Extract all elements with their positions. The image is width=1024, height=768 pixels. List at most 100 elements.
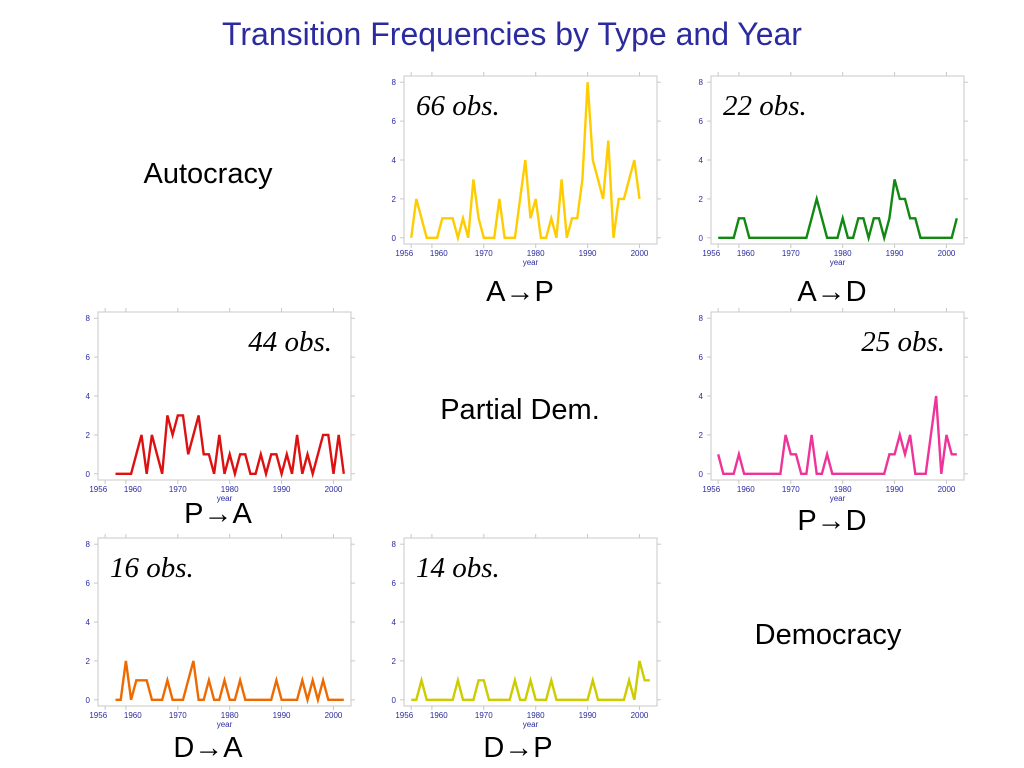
x-tick-label: 1990 bbox=[579, 711, 597, 720]
x-tick-label: 1990 bbox=[886, 485, 904, 494]
x-tick-label: 2000 bbox=[938, 485, 956, 494]
y-tick-label: 0 bbox=[86, 696, 91, 705]
series-line-pd bbox=[717, 395, 957, 475]
transition-label-da: D→A bbox=[173, 732, 243, 764]
y-tick-label: 4 bbox=[699, 392, 704, 401]
obs-count-pa: 44 obs. bbox=[248, 326, 332, 358]
obs-count-pd: 25 obs. bbox=[861, 326, 945, 358]
y-tick-label: 6 bbox=[86, 579, 91, 588]
chart-svg-pd: 0 2 4 6 8 1956 1960 1970 1980 1990 2000 year bbox=[699, 308, 968, 503]
x-tick-label: 1956 bbox=[702, 485, 720, 494]
obs-count-ap: 66 obs. bbox=[416, 90, 500, 122]
y-tick-label: 4 bbox=[392, 618, 397, 627]
chart-panel-pa: 0 2 4 6 8 1956 1960 1970 1980 1990 2000 year 44 obs… bbox=[70, 308, 355, 508]
y-tick-label: 4 bbox=[86, 618, 91, 627]
x-tick-label: 2000 bbox=[325, 711, 343, 720]
y-tick-label: 4 bbox=[699, 156, 704, 165]
chart-svg-da: 0 2 4 6 8 1956 1960 1970 1980 1990 2000 year bbox=[86, 534, 355, 729]
chart-svg-ad: 0 2 4 6 8 1956 1960 1970 1980 1990 2000 year bbox=[699, 72, 968, 267]
x-axis-label: year bbox=[217, 494, 233, 503]
y-tick-label: 8 bbox=[392, 78, 397, 87]
chart-panel-ad: 0 2 4 6 8 1956 1960 1970 1980 1990 2000 year 22 obs… bbox=[683, 72, 968, 272]
series-line-da bbox=[115, 660, 344, 705]
y-tick-label: 6 bbox=[392, 117, 397, 126]
y-tick-label: 2 bbox=[86, 657, 91, 666]
y-tick-label: 6 bbox=[699, 117, 704, 126]
x-tick-label: 2000 bbox=[325, 485, 343, 494]
y-tick-label: 8 bbox=[86, 540, 91, 549]
x-tick-label: 1980 bbox=[221, 711, 239, 720]
x-tick-label: 1956 bbox=[89, 485, 107, 494]
x-tick-label: 1960 bbox=[430, 711, 448, 720]
x-tick-label: 1980 bbox=[834, 249, 852, 258]
y-tick-label: 0 bbox=[699, 234, 704, 243]
y-tick-label: 2 bbox=[86, 431, 91, 440]
series-line-ad bbox=[718, 179, 958, 243]
page-title: Transition Frequencies by Type and Year bbox=[222, 16, 802, 52]
y-tick-label: 2 bbox=[699, 431, 704, 440]
row-label-partial-dem: Partial Dem. bbox=[440, 394, 600, 426]
transition-label-ap: A→P bbox=[486, 276, 554, 308]
obs-count-ad: 22 obs. bbox=[723, 90, 807, 122]
x-tick-label: 1960 bbox=[124, 485, 142, 494]
y-tick-label: 8 bbox=[699, 314, 704, 323]
y-tick-label: 0 bbox=[86, 470, 91, 479]
series-line-dp bbox=[411, 660, 650, 701]
transition-label-pd: P→D bbox=[797, 505, 867, 537]
x-tick-label: 1990 bbox=[886, 249, 904, 258]
chart-panel-pd: 0 2 4 6 8 1956 1960 1970 1980 1990 2000 year 25 obs… bbox=[683, 308, 968, 508]
x-tick-label: 1970 bbox=[782, 249, 800, 258]
chart-svg-dp: 0 2 4 6 8 1956 1960 1970 1980 1990 2000 year bbox=[392, 534, 661, 729]
chart-panel-dp: 0 2 4 6 8 1956 1960 1970 1980 1990 2000 year 14 obs… bbox=[376, 534, 661, 734]
chart-svg-pa: 0 2 4 6 8 1956 1960 1970 1980 1990 2000 year bbox=[86, 308, 355, 503]
x-axis-label: year bbox=[217, 720, 233, 729]
y-tick-label: 8 bbox=[699, 78, 704, 87]
obs-count-da: 16 obs. bbox=[110, 552, 194, 584]
x-axis-label: year bbox=[523, 258, 539, 267]
x-tick-label: 1956 bbox=[702, 249, 720, 258]
x-tick-label: 1980 bbox=[527, 711, 545, 720]
x-tick-label: 1960 bbox=[737, 485, 755, 494]
x-tick-label: 1960 bbox=[430, 249, 448, 258]
x-tick-label: 1990 bbox=[273, 485, 291, 494]
x-tick-label: 1970 bbox=[169, 485, 187, 494]
y-tick-label: 4 bbox=[392, 156, 397, 165]
y-tick-label: 6 bbox=[699, 353, 704, 362]
x-tick-label: 1960 bbox=[737, 249, 755, 258]
y-tick-label: 0 bbox=[392, 696, 397, 705]
y-tick-label: 8 bbox=[86, 314, 91, 323]
x-axis-label: year bbox=[523, 720, 539, 729]
chart-panel-da: 0 2 4 6 8 1956 1960 1970 1980 1990 2000 year 16 obs… bbox=[70, 534, 355, 734]
x-tick-label: 2000 bbox=[631, 711, 649, 720]
x-tick-label: 1970 bbox=[169, 711, 187, 720]
y-tick-label: 2 bbox=[392, 657, 397, 666]
x-tick-label: 1980 bbox=[527, 249, 545, 258]
x-tick-label: 1970 bbox=[475, 249, 493, 258]
chart-panel-ap: 0 2 4 6 8 1956 1960 1970 1980 1990 2000 year 66 obs… bbox=[376, 72, 661, 272]
y-tick-label: 0 bbox=[699, 470, 704, 479]
x-axis-label: year bbox=[830, 494, 846, 503]
row-label-autocracy: Autocracy bbox=[143, 158, 273, 190]
obs-count-dp: 14 obs. bbox=[416, 552, 500, 584]
x-tick-label: 1956 bbox=[395, 711, 413, 720]
transition-label-pa: P→A bbox=[184, 498, 252, 530]
transition-label-ad: A→D bbox=[797, 276, 867, 308]
x-tick-label: 1990 bbox=[273, 711, 291, 720]
y-tick-label: 6 bbox=[86, 353, 91, 362]
x-axis-label: year bbox=[830, 258, 846, 267]
x-tick-label: 1980 bbox=[221, 485, 239, 494]
x-tick-label: 1970 bbox=[475, 711, 493, 720]
series-line-ap bbox=[410, 82, 641, 243]
y-tick-label: 0 bbox=[392, 234, 397, 243]
x-tick-label: 1970 bbox=[782, 485, 800, 494]
transition-label-dp: D→P bbox=[483, 732, 553, 764]
chart-svg-ap: 0 2 4 6 8 1956 1960 1970 1980 1990 2000 year bbox=[392, 72, 661, 267]
x-tick-label: 2000 bbox=[938, 249, 956, 258]
y-tick-label: 6 bbox=[392, 579, 397, 588]
x-tick-label: 1980 bbox=[834, 485, 852, 494]
row-label-democracy: Democracy bbox=[754, 619, 902, 651]
x-tick-label: 1956 bbox=[395, 249, 413, 258]
y-tick-label: 4 bbox=[86, 392, 91, 401]
x-tick-label: 1960 bbox=[124, 711, 142, 720]
x-tick-label: 2000 bbox=[631, 249, 649, 258]
